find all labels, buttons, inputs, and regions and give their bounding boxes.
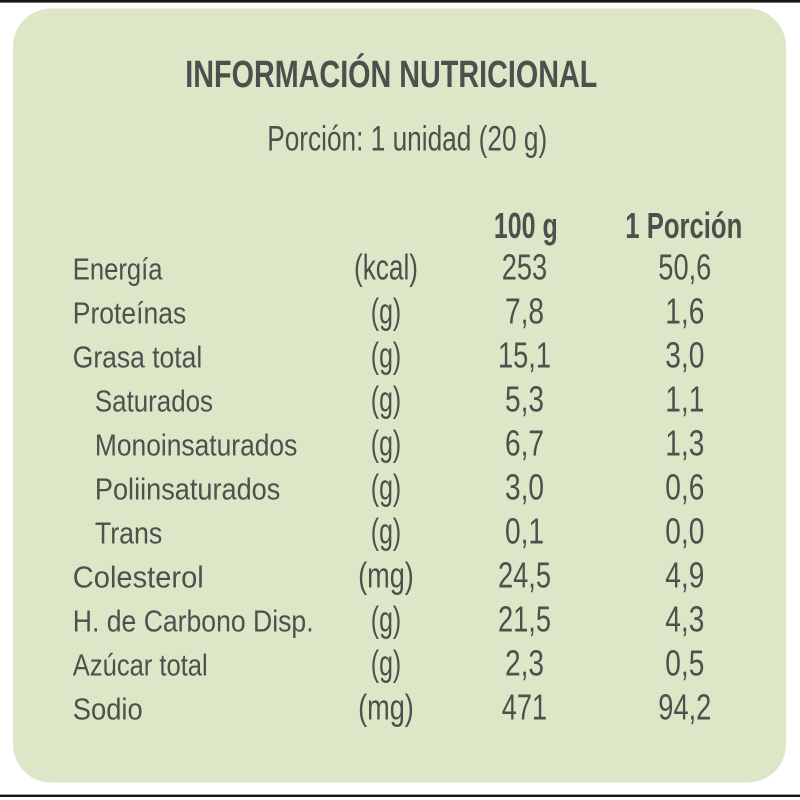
svg-text:Trans: Trans bbox=[95, 515, 162, 550]
svg-text:4,9: 4,9 bbox=[665, 554, 704, 595]
svg-text:5,3: 5,3 bbox=[505, 378, 544, 419]
svg-text:Proteínas: Proteínas bbox=[73, 295, 186, 330]
svg-text:3,0: 3,0 bbox=[505, 466, 544, 507]
svg-text:Grasa total: Grasa total bbox=[73, 339, 202, 374]
svg-text:Saturados: Saturados bbox=[95, 383, 213, 418]
svg-text:(mg): (mg) bbox=[358, 686, 414, 727]
svg-text:Porción: 1 unidad (20 g): Porción: 1 unidad (20 g) bbox=[267, 119, 547, 158]
svg-text:0,5: 0,5 bbox=[665, 642, 704, 683]
svg-text:(mg): (mg) bbox=[358, 554, 414, 595]
svg-text:(g): (g) bbox=[371, 466, 401, 507]
svg-text:4,3: 4,3 bbox=[665, 598, 704, 639]
svg-text:(kcal): (kcal) bbox=[354, 246, 418, 287]
svg-text:(g): (g) bbox=[371, 598, 401, 639]
svg-text:0,0: 0,0 bbox=[665, 510, 704, 551]
svg-text:Colesterol: Colesterol bbox=[73, 559, 204, 594]
svg-text:7,8: 7,8 bbox=[505, 290, 544, 331]
svg-text:INFORMACIÓN NUTRICIONAL: INFORMACIÓN NUTRICIONAL bbox=[185, 52, 597, 96]
svg-text:Poliinsaturados: Poliinsaturados bbox=[95, 471, 280, 506]
svg-text:H. de Carbono Disp.: H. de Carbono Disp. bbox=[73, 603, 314, 638]
svg-text:1,1: 1,1 bbox=[665, 378, 704, 419]
svg-text:(g): (g) bbox=[371, 642, 401, 683]
svg-text:(g): (g) bbox=[371, 334, 401, 375]
svg-text:6,7: 6,7 bbox=[505, 422, 544, 463]
svg-text:Monoinsaturados: Monoinsaturados bbox=[95, 427, 297, 462]
svg-text:1,3: 1,3 bbox=[665, 422, 704, 463]
svg-text:Energía: Energía bbox=[73, 251, 163, 286]
svg-text:Azúcar total: Azúcar total bbox=[73, 647, 208, 682]
svg-text:1 Porción: 1 Porción bbox=[625, 205, 742, 246]
svg-text:(g): (g) bbox=[371, 290, 401, 331]
svg-text:0,1: 0,1 bbox=[505, 510, 544, 551]
svg-text:(g): (g) bbox=[371, 422, 401, 463]
svg-text:(g): (g) bbox=[371, 510, 401, 551]
svg-text:21,5: 21,5 bbox=[498, 598, 551, 639]
svg-text:(g): (g) bbox=[371, 378, 401, 419]
svg-text:50,6: 50,6 bbox=[658, 246, 711, 287]
svg-text:0,6: 0,6 bbox=[665, 466, 704, 507]
svg-text:24,5: 24,5 bbox=[498, 554, 551, 595]
svg-text:15,1: 15,1 bbox=[498, 334, 551, 375]
svg-text:1,6: 1,6 bbox=[665, 290, 704, 331]
svg-text:3,0: 3,0 bbox=[665, 334, 704, 375]
svg-text:253: 253 bbox=[502, 246, 547, 287]
svg-text:100 g: 100 g bbox=[494, 205, 558, 246]
svg-text:Sodio: Sodio bbox=[73, 691, 143, 726]
svg-text:2,3: 2,3 bbox=[505, 642, 544, 683]
svg-text:471: 471 bbox=[502, 686, 547, 727]
svg-text:94,2: 94,2 bbox=[658, 686, 711, 727]
